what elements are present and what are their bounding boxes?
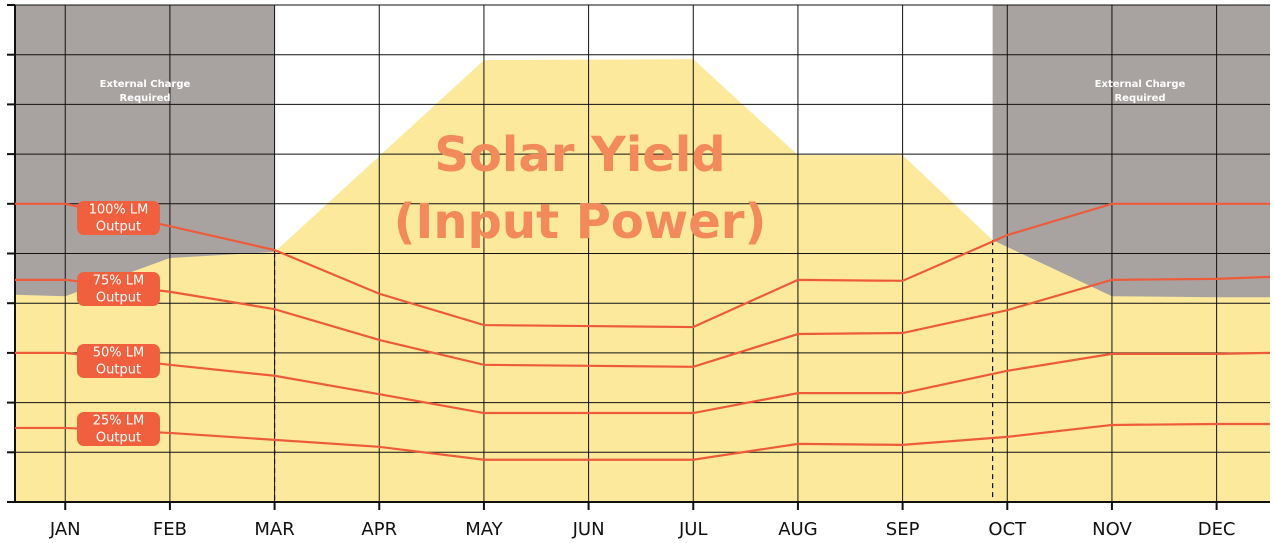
series-label-pill — [77, 344, 160, 378]
x-tick-label: APR — [361, 519, 397, 540]
series-line — [15, 202, 1270, 329]
x-tick-label: DEC — [1198, 519, 1236, 540]
x-tick-label: MAR — [254, 519, 294, 540]
region-label: External Charge — [1095, 79, 1186, 90]
x-tick-label: OCT — [988, 519, 1027, 540]
x-tick-label: MAY — [465, 519, 503, 540]
series-label-pill — [77, 201, 160, 235]
x-tick-label: FEB — [153, 519, 187, 540]
region-label: Required — [119, 93, 170, 104]
region-label: Required — [1114, 93, 1165, 104]
chart-title: Solar Yield — [434, 127, 725, 183]
series-line — [15, 422, 1270, 461]
series-label: 25% LM — [93, 414, 145, 429]
series-line — [15, 351, 1271, 415]
series-label-pill — [77, 412, 160, 446]
chart-title: (Input Power) — [394, 194, 767, 250]
solar-yield-area — [15, 59, 1270, 502]
x-tick-label: JAN — [49, 519, 81, 540]
series-label: 100% LM — [89, 203, 149, 218]
x-tick-label: SEP — [886, 519, 920, 540]
series-label: Output — [96, 291, 141, 306]
x-tick-label: JUN — [572, 519, 605, 540]
x-tick-label: NOV — [1092, 519, 1132, 540]
series-label: 50% LM — [93, 346, 145, 361]
series-label-pill — [77, 272, 160, 306]
series-label: 75% LM — [93, 274, 145, 289]
region-label: External Charge — [100, 79, 191, 90]
x-tick-label: JUL — [678, 519, 708, 540]
series-label: Output — [96, 363, 141, 378]
series-label: Output — [96, 431, 141, 446]
x-tick-label: AUG — [778, 519, 817, 540]
title: Solar Yield (Input Power) — [394, 127, 767, 250]
series-line — [15, 275, 1271, 368]
series-label: Output — [96, 220, 141, 235]
